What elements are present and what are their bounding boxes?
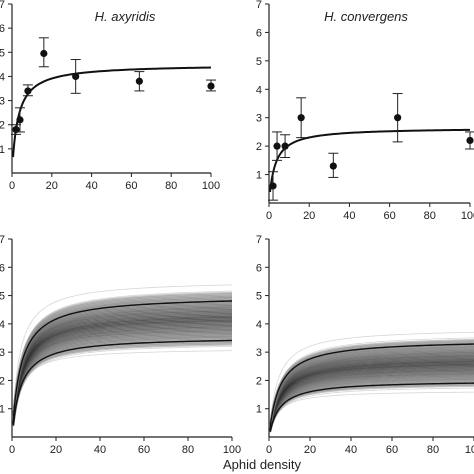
fitted-curve [269,128,471,193]
y-tick-label: 7 [256,234,262,246]
y-tick-label: 3 [0,347,5,359]
y-tick-label: 1 [0,144,5,156]
panel-title: H. convergens [324,9,408,24]
x-tick-label: 80 [182,444,194,456]
y-tick-label: 2 [256,141,262,153]
y-tick-label: 3 [0,96,5,108]
x-tick-label: 40 [343,210,355,222]
data-point [269,182,277,190]
simulation-band [12,284,233,427]
fitted-curve [12,66,212,158]
x-tick-label: 20 [46,180,58,192]
y-tick-label: 4 [0,319,5,331]
data-point [16,116,24,124]
x-tick-label: 0 [9,444,15,456]
data-point [135,77,143,85]
y-tick-label: 4 [0,71,5,83]
simulation-curve-outer [12,284,233,421]
panel-h-convergens: 0 20 40 60 80 100 1 2 3 4 5 6 7 H. convergens [256,0,474,222]
x-tick-label: 40 [85,180,97,192]
x-tick-label: 0 [266,444,272,456]
y-tick-label: 1 [256,170,262,182]
y-tick-label: 5 [256,291,262,303]
x-axis-title: Aphid density [223,457,302,472]
data-point [207,82,215,90]
x-tick-label: 40 [345,444,357,456]
envelope-curve [12,339,233,426]
y-tick-label: 2 [0,120,5,132]
panel-simulated-h-convergens: 0 20 40 60 80 100 1 2 3 4 5 6 7 [256,234,474,456]
simulation-curve [12,291,233,421]
x-tick-label: 60 [138,444,150,456]
simulation-band [269,331,474,433]
y-tick-label: 6 [0,23,5,35]
y-tick-label: 4 [256,319,262,331]
y-tick-label: 1 [0,404,5,416]
data-point [394,114,402,122]
envelope-curve [269,343,474,429]
y-tick-label: 6 [0,262,5,274]
x-tick-label: 20 [303,210,315,222]
x-tick-label: 80 [427,444,439,456]
x-tick-label: 60 [386,444,398,456]
x-tick-label: 0 [266,210,272,222]
data-point [281,142,289,150]
y-tick-label: 6 [256,262,262,274]
y-tick-label: 4 [256,84,262,96]
x-tick-label: 80 [165,180,177,192]
x-tick-label: 20 [304,444,316,456]
y-tick-label: 1 [256,404,262,416]
y-tick-label: 2 [0,375,5,387]
x-tick-label: 40 [94,444,106,456]
panel-title: H. axyridis [95,9,156,24]
data-point [329,162,337,170]
x-tick-label: 60 [383,210,395,222]
y-tick-label: 5 [0,291,5,303]
envelope-curve [12,300,233,421]
x-tick-label: 100 [461,210,474,222]
simulation-curve-outer [269,331,474,429]
simulation-curve [269,338,474,429]
y-tick-label: 2 [256,375,262,387]
data-point [466,136,474,145]
x-tick-label: 100 [223,444,241,456]
data-point [297,114,305,122]
panel-h-axyridis: 0 20 40 60 80 100 1 2 3 4 5 6 7 H. axyridis [0,0,220,192]
y-tick-label: 3 [256,113,262,125]
y-tick-label: 7 [0,0,5,11]
data-point [40,49,48,58]
data-point [273,142,281,150]
y-tick-label: 6 [256,27,262,39]
panel-simulated-h-axyridis: 0 20 40 60 80 100 1 2 3 4 5 6 7 [0,234,241,456]
envelope-curve [269,382,474,432]
y-tick-label: 7 [256,0,262,11]
x-tick-label: 100 [465,444,474,456]
x-tick-label: 60 [125,180,137,192]
y-tick-label: 7 [0,234,5,246]
x-tick-label: 80 [424,210,436,222]
data-point [72,72,80,81]
y-tick-label: 5 [256,56,262,68]
y-tick-label: 5 [0,47,5,59]
x-tick-label: 20 [50,444,62,456]
y-tick-label: 3 [256,347,262,359]
data-point [12,125,20,134]
data-point [24,87,32,95]
x-tick-label: 100 [202,180,220,192]
x-tick-label: 0 [9,180,15,192]
